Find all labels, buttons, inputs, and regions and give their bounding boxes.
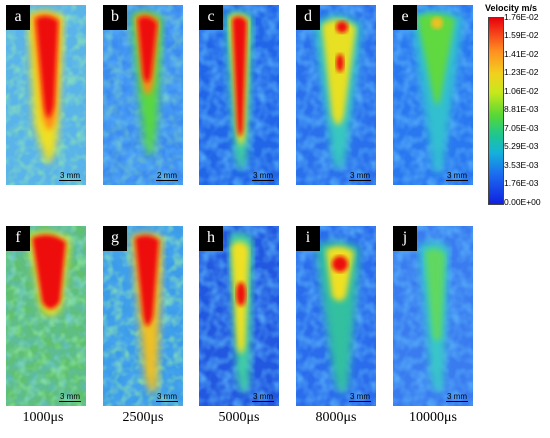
legend-title: Velocity m/s [485,3,538,13]
scale-bar: 3 mm [59,392,81,402]
panel-label: h [199,226,223,251]
legend-tick: 1.76E-02 [504,12,539,22]
legend-tick: 1.59E-02 [504,30,539,40]
panel-label: i [296,226,320,251]
scale-bar: 3 mm [156,392,178,402]
scale-bar: 3 mm [252,171,274,181]
velocity-panel-h: h 3 mm [199,226,279,406]
scale-bar: 3 mm [349,171,371,181]
velocity-panel-f: f 3 mm [6,226,86,406]
scale-bar: 2 mm [156,171,178,181]
velocity-panel-g: g 3 mm [103,226,183,406]
scale-bar: 3 mm [252,392,274,402]
scale-bar: 3 mm [59,171,81,181]
velocity-panel-b: b 2 mm [103,5,183,185]
velocity-panel-e: e 3 mm [393,5,473,185]
legend-tick: 0.00E+00 [504,197,541,207]
velocity-panel-i: i 3 mm [296,226,376,406]
velocity-panel-a: a 3 mm [6,5,86,185]
velocity-panel-j: j 3 mm [393,226,473,406]
panel-label: c [199,5,223,30]
legend-tick: 8.81E-03 [504,104,539,114]
scale-bar: 3 mm [349,392,371,402]
time-label-10000: 10000μs [409,410,457,425]
panel-label: b [103,5,127,30]
legend-tick: 1.41E-02 [504,49,539,59]
time-label-1000: 1000μs [22,410,64,425]
legend-tick: 3.53E-03 [504,160,539,170]
velocity-panel-c: c 3 mm [199,5,279,185]
legend-tick: 5.29E-03 [504,141,539,151]
scale-bar: 3 mm [446,171,468,181]
legend-tick: 7.05E-03 [504,123,539,133]
legend-tick: 1.06E-02 [504,86,539,96]
panel-label: f [6,226,30,251]
velocity-panel-d: d 3 mm [296,5,376,185]
time-label-8000: 8000μs [315,410,357,425]
scale-bar: 3 mm [446,392,468,402]
time-label-2500: 2500μs [122,410,164,425]
panel-label: e [393,5,417,30]
panel-label: a [6,5,30,30]
velocity-colorbar [488,17,504,205]
panel-label: j [393,226,417,251]
panel-label: g [103,226,127,251]
time-label-5000: 5000μs [218,410,260,425]
legend-tick: 1.23E-02 [504,67,539,77]
legend-tick: 1.76E-03 [504,178,539,188]
panel-label: d [296,5,320,30]
